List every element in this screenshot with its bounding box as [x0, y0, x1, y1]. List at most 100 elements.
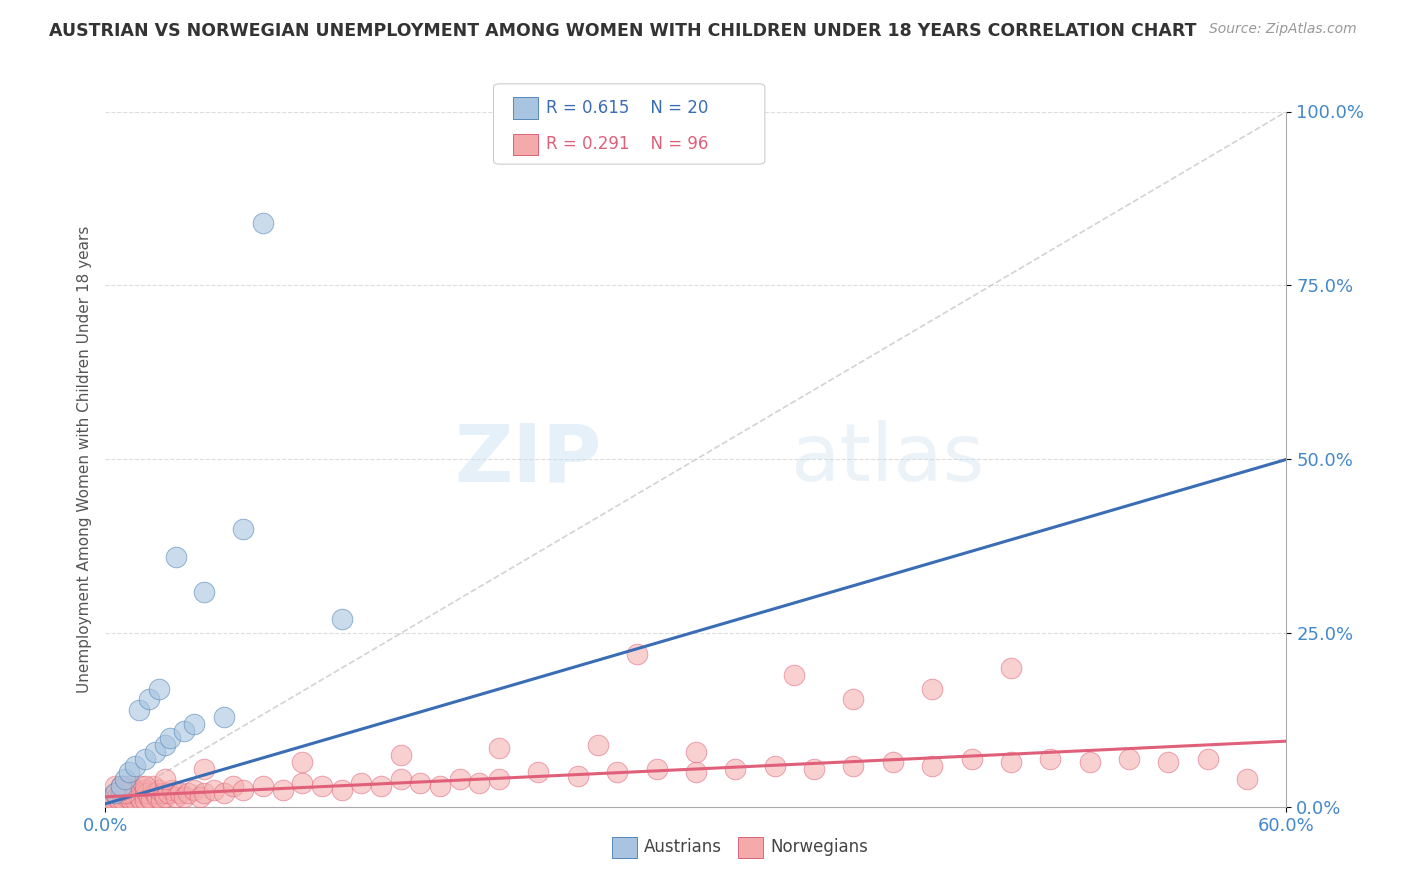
Point: [1118, 751, 1140, 765]
Point: [134, 793, 156, 807]
Point: [188, 789, 211, 804]
Point: [112, 793, 135, 807]
Point: [98, 793, 121, 807]
Point: [148, 783, 170, 797]
Point: [122, 786, 145, 800]
Point: [1197, 751, 1219, 765]
Y-axis label: Unemployment Among Women with Children Under 18 years: Unemployment Among Women with Children U…: [76, 226, 91, 693]
Point: [125, 786, 148, 800]
Point: [153, 772, 176, 787]
Point: [882, 755, 904, 769]
Point: [330, 783, 353, 797]
Point: [449, 772, 471, 787]
Point: [1000, 755, 1022, 769]
Point: [128, 703, 150, 717]
Point: [114, 786, 136, 800]
Point: [527, 765, 550, 780]
Point: [152, 786, 174, 800]
Point: [138, 789, 160, 804]
Point: [586, 738, 609, 752]
Point: [183, 783, 205, 797]
Text: R = 0.615    N = 20: R = 0.615 N = 20: [546, 99, 707, 117]
Point: [960, 751, 983, 765]
Point: [145, 789, 167, 804]
Point: [162, 783, 184, 797]
Point: [110, 780, 132, 794]
Point: [389, 747, 412, 762]
Point: [921, 758, 943, 772]
Point: [139, 793, 162, 807]
Point: [118, 765, 141, 780]
Point: [330, 612, 353, 626]
Point: [212, 786, 235, 800]
Point: [124, 758, 146, 772]
Point: [148, 681, 170, 696]
Point: [193, 786, 215, 800]
Text: R = 0.291    N = 96: R = 0.291 N = 96: [546, 136, 707, 153]
Text: ZIP: ZIP: [454, 420, 602, 499]
Point: [311, 780, 333, 794]
Point: [143, 745, 166, 759]
Point: [626, 647, 648, 661]
Point: [271, 783, 294, 797]
Point: [118, 786, 141, 800]
Point: [110, 783, 132, 797]
Text: atlas: atlas: [790, 420, 984, 499]
Point: [138, 692, 160, 706]
Point: [129, 780, 152, 794]
Point: [1236, 772, 1258, 787]
Point: [153, 789, 176, 804]
Point: [291, 755, 314, 769]
Point: [103, 793, 125, 807]
Point: [370, 780, 392, 794]
Point: [143, 786, 166, 800]
Text: Source: ZipAtlas.com: Source: ZipAtlas.com: [1209, 22, 1357, 37]
Point: [193, 762, 215, 776]
Point: [252, 780, 274, 794]
Point: [115, 789, 138, 804]
Point: [1000, 661, 1022, 675]
Point: [252, 216, 274, 230]
Point: [468, 776, 491, 790]
Point: [104, 780, 127, 794]
Point: [606, 765, 628, 780]
Point: [110, 786, 132, 800]
Point: [128, 789, 150, 804]
Point: [1078, 755, 1101, 769]
Point: [567, 769, 589, 783]
Point: [153, 738, 176, 752]
Point: [114, 786, 136, 800]
Point: [173, 789, 195, 804]
Point: [222, 780, 245, 794]
Point: [783, 668, 806, 682]
Text: Austrians: Austrians: [644, 838, 721, 856]
Point: [157, 786, 180, 800]
Text: AUSTRIAN VS NORWEGIAN UNEMPLOYMENT AMONG WOMEN WITH CHILDREN UNDER 18 YEARS CORR: AUSTRIAN VS NORWEGIAN UNEMPLOYMENT AMONG…: [49, 22, 1197, 40]
Point: [1157, 755, 1180, 769]
Point: [389, 772, 412, 787]
Point: [129, 793, 152, 807]
Point: [134, 751, 156, 765]
Point: [232, 522, 254, 536]
Point: [165, 789, 187, 804]
Point: [173, 723, 195, 738]
Point: [409, 776, 432, 790]
Point: [488, 741, 510, 756]
Point: [291, 776, 314, 790]
Point: [193, 584, 215, 599]
Point: [149, 793, 172, 807]
Point: [114, 780, 136, 794]
Point: [100, 789, 122, 804]
Point: [921, 681, 943, 696]
Point: [183, 716, 205, 731]
Point: [124, 783, 146, 797]
Point: [120, 780, 142, 794]
Point: [105, 789, 128, 804]
Point: [724, 762, 747, 776]
Point: [488, 772, 510, 787]
Point: [124, 793, 146, 807]
Point: [108, 793, 131, 807]
Point: [212, 710, 235, 724]
Point: [202, 783, 225, 797]
Point: [159, 731, 181, 745]
